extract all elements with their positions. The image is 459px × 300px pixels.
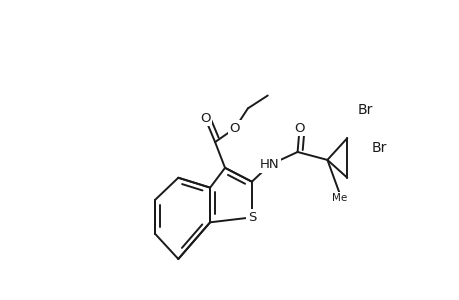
- Text: S: S: [247, 211, 256, 224]
- Text: O: O: [229, 122, 240, 135]
- Text: O: O: [294, 122, 304, 135]
- Text: O: O: [200, 112, 210, 125]
- Text: HN: HN: [259, 158, 279, 171]
- Text: Br: Br: [357, 103, 372, 117]
- Text: Me: Me: [331, 193, 346, 202]
- Text: Br: Br: [370, 141, 386, 155]
